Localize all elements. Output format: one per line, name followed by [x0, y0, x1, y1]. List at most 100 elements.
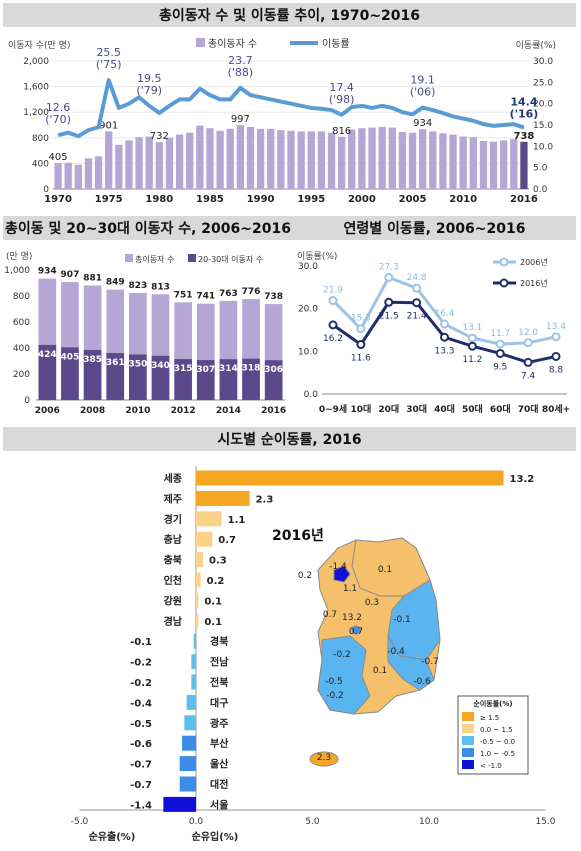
x-tick-label: 2006	[35, 406, 60, 416]
map-value-label: -0.2	[326, 691, 344, 701]
bar	[429, 131, 437, 189]
map-value-label: -0.4	[387, 647, 405, 657]
bar-2030-label: 315	[174, 364, 193, 374]
bar-total-label: 881	[83, 273, 102, 283]
rate-year-label: ('98)	[329, 93, 355, 106]
bar	[175, 134, 184, 189]
value-label: 13.2	[510, 474, 535, 485]
bar	[196, 470, 504, 486]
bar-2030	[61, 347, 79, 400]
y-tick-label: 0	[24, 396, 30, 406]
x-tick-label: 2016	[261, 406, 286, 416]
map-legend-swatch	[462, 712, 474, 721]
x-tick-label: 2012	[171, 406, 196, 416]
series-2016-point	[551, 351, 561, 361]
map-value-label: -1.4	[329, 562, 347, 572]
series-2016-point	[523, 357, 533, 367]
map-value-label: -0.7	[421, 657, 439, 667]
left-tick-label: 400	[32, 159, 49, 169]
series-2006-value: 12.0	[518, 328, 538, 338]
series-2016-value: 21.5	[379, 311, 399, 321]
x-tick-label: -5.0	[71, 817, 89, 827]
x-tick-label: 40대	[434, 403, 455, 415]
bar-value-label: 732	[150, 131, 169, 142]
y-tick-label: 10.0	[298, 347, 318, 357]
bar-2030	[106, 353, 125, 400]
category-label: 서울	[210, 798, 228, 811]
bar	[419, 129, 427, 189]
bar-total-label: 741	[196, 292, 215, 302]
rate-value-label: 14.4	[510, 96, 537, 109]
legend-2006-label: 2006년	[520, 257, 548, 267]
bar	[439, 133, 447, 189]
value-label: -0.7	[130, 760, 152, 771]
series-2006-point	[467, 333, 477, 343]
map-legend-title: 순이동률(%)	[473, 699, 512, 708]
bar	[378, 126, 386, 189]
value-label: -0.6	[130, 739, 152, 750]
series-2006-point	[412, 283, 422, 293]
map-legend-swatch	[462, 736, 474, 745]
bar-total-label: 751	[174, 290, 193, 300]
x-tick-label: 5.0	[305, 817, 320, 827]
mid-right-chart-title: 연령별 이동률, 2006~2016	[293, 216, 576, 240]
bar	[84, 158, 93, 189]
series-2016-value: 7.4	[521, 371, 536, 381]
value-label: 0.7	[218, 535, 236, 546]
bar-total-label: 849	[106, 278, 125, 288]
map-value-label: 0.7	[349, 627, 363, 637]
bar	[206, 128, 214, 189]
x-tick-label: 1970	[44, 194, 72, 205]
bar	[135, 137, 143, 189]
x-tick-label: 80세+	[542, 403, 570, 415]
series-2006-point	[440, 319, 449, 329]
value-label: -0.5	[130, 719, 152, 730]
bar	[327, 132, 336, 189]
bar-total-label: 907	[61, 270, 80, 280]
value-label: -0.4	[130, 698, 152, 709]
bar-total-label: 934	[38, 267, 57, 277]
map-region-southeast	[387, 634, 435, 691]
bar-value-label: 738	[513, 131, 534, 142]
bar	[196, 511, 222, 527]
category-label: 경북	[210, 635, 228, 648]
y-tick-label: 30.0	[298, 262, 318, 272]
rate-year-label: ('06)	[410, 86, 436, 99]
series-2016-value: 8.8	[549, 365, 564, 375]
bar	[226, 128, 234, 189]
legend-2006-marker	[499, 257, 509, 267]
category-label: 전남	[210, 656, 229, 669]
map-region-seoul	[333, 565, 351, 583]
right-tick-label: 5.0	[533, 164, 548, 174]
bar-2030	[196, 360, 215, 400]
y-tick-label: 200	[13, 370, 30, 380]
map-value-label: -0.1	[393, 615, 411, 625]
legend-2030-label: 20-30대 이동자 수	[198, 254, 263, 264]
bar	[398, 132, 407, 189]
category-label: 세종	[164, 472, 182, 485]
series-2016-value: 11.2	[462, 355, 482, 365]
right-tick-label: 15.0	[533, 121, 553, 131]
value-label: 2.3	[256, 494, 274, 505]
bar	[196, 572, 201, 588]
category-label: 제주	[164, 492, 182, 505]
series-2006-point	[356, 324, 366, 334]
bar	[337, 136, 346, 189]
value-label: -1.4	[130, 800, 152, 811]
rate-year-label: ('75)	[96, 58, 122, 71]
bar-2030-label: 424	[38, 350, 57, 360]
bar	[510, 139, 518, 189]
series-2016-point	[384, 297, 394, 307]
x-tick-label: 1980	[145, 194, 173, 205]
left-tick-label: 800	[32, 134, 49, 144]
category-label: 부산	[210, 737, 229, 750]
bar-2030-label: 350	[128, 360, 147, 370]
map-value-label: 0.7	[323, 610, 337, 620]
bar	[196, 531, 213, 547]
unit-label: 이동률(%)	[297, 251, 337, 262]
y-tick-label: 400	[13, 344, 30, 354]
series-2006-point	[384, 273, 394, 283]
bar-total-label: 823	[128, 281, 147, 291]
map-legend-swatch	[462, 748, 474, 757]
series-2016-point	[467, 341, 477, 351]
